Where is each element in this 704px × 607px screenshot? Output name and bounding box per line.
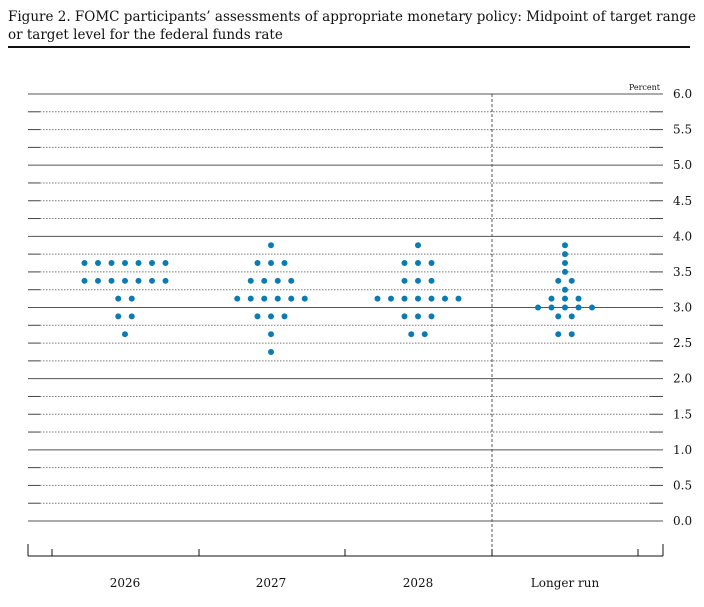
dot-2028 xyxy=(455,295,462,302)
dot-2026 xyxy=(95,260,101,267)
dot-2028 xyxy=(415,277,421,284)
y-tick-label: 1.5 xyxy=(673,407,692,421)
dot-2027 xyxy=(234,295,241,302)
dot-longer-run xyxy=(589,304,595,311)
dot-2026 xyxy=(81,260,88,267)
dot-2027 xyxy=(254,313,261,320)
dot-2027 xyxy=(268,242,274,249)
y-tick-label: 0.5 xyxy=(673,478,692,492)
dot-longer-run xyxy=(555,331,562,338)
dot-longer-run xyxy=(555,277,562,284)
y-tick-label: 5.5 xyxy=(673,123,692,137)
dot-2026 xyxy=(122,331,128,338)
dot-2027 xyxy=(274,277,281,284)
dot-2026 xyxy=(81,277,88,284)
y-tick-label: 5.0 xyxy=(673,158,692,172)
dot-2027 xyxy=(247,295,254,302)
dot-2026 xyxy=(128,313,135,320)
dot-2026 xyxy=(115,313,122,320)
dot-2026 xyxy=(122,277,128,284)
dot-2028 xyxy=(415,295,421,302)
dot-2026 xyxy=(135,260,142,267)
y-tick-label: 2.5 xyxy=(673,336,692,350)
dot-2028 xyxy=(442,295,448,302)
dot-2027 xyxy=(268,348,274,355)
dot-longer-run xyxy=(562,260,568,267)
dot-2027 xyxy=(247,277,254,284)
dot-2026 xyxy=(149,260,155,267)
y-tick-label: 4.0 xyxy=(673,229,692,243)
dot-2026 xyxy=(128,295,135,302)
dot-2028 xyxy=(421,331,428,338)
dot-2027 xyxy=(261,295,268,302)
dot-2026 xyxy=(122,260,128,267)
dot-longer-run xyxy=(562,242,568,249)
dot-2027 xyxy=(281,313,288,320)
dot-longer-run xyxy=(568,277,575,284)
x-tick-label: 2026 xyxy=(110,576,141,590)
dot-longer-run xyxy=(548,304,555,311)
y-tick-label: 4.5 xyxy=(673,194,692,208)
dot-2026 xyxy=(162,277,169,284)
dot-2027 xyxy=(281,260,288,267)
y-tick-label: 6.0 xyxy=(673,87,692,101)
chart-title: Figure 2. FOMC participants’ assessments… xyxy=(8,9,696,43)
dot-2028 xyxy=(428,277,435,284)
dot-longer-run xyxy=(555,313,562,320)
dot-2028 xyxy=(401,313,408,320)
dot-longer-run xyxy=(568,313,575,320)
dot-2026 xyxy=(149,277,155,284)
y-axis-unit: Percent xyxy=(629,83,661,92)
y-tick-label: 0.0 xyxy=(673,514,692,528)
y-tick-label: 1.0 xyxy=(673,443,692,457)
dot-longer-run xyxy=(562,295,568,302)
dot-2027 xyxy=(268,331,274,338)
dot-2028 xyxy=(401,260,408,267)
dot-longer-run xyxy=(562,251,568,258)
dot-2028 xyxy=(428,295,435,302)
dot-2028 xyxy=(415,313,421,320)
dot-2027 xyxy=(268,260,274,267)
dot-2028 xyxy=(415,260,421,267)
dot-2028 xyxy=(408,331,415,338)
dot-longer-run xyxy=(535,304,541,311)
dot-2028 xyxy=(374,295,381,302)
dot-longer-run xyxy=(568,331,575,338)
dot-2027 xyxy=(288,295,295,302)
dot-2027 xyxy=(268,313,274,320)
dot-2027 xyxy=(288,277,295,284)
y-tick-label: 2.0 xyxy=(673,372,692,386)
dot-2028 xyxy=(428,260,435,267)
dot-2026 xyxy=(108,277,115,284)
dot-2026 xyxy=(135,277,142,284)
x-tick-label: 2028 xyxy=(403,576,434,590)
x-tick-label: 2027 xyxy=(256,576,287,590)
dot-2027 xyxy=(301,295,308,302)
dot-2027 xyxy=(261,277,268,284)
dot-2028 xyxy=(401,277,408,284)
dot-2028 xyxy=(388,295,394,302)
dot-longer-run xyxy=(575,304,582,311)
dot-2027 xyxy=(274,295,281,302)
dot-longer-run xyxy=(575,295,582,302)
dot-2026 xyxy=(95,277,101,284)
dot-longer-run xyxy=(562,268,568,275)
y-tick-label: 3.5 xyxy=(673,265,692,279)
x-tick-label: Longer run xyxy=(531,576,600,590)
dot-2028 xyxy=(415,242,421,249)
y-tick-label: 3.0 xyxy=(673,301,692,315)
title-rule xyxy=(8,46,690,48)
dot-2026 xyxy=(162,260,169,267)
dot-longer-run xyxy=(548,295,555,302)
dot-2026 xyxy=(115,295,122,302)
dot-2026 xyxy=(108,260,115,267)
dot-longer-run xyxy=(562,304,568,311)
dot-2028 xyxy=(428,313,435,320)
dot-2028 xyxy=(401,295,408,302)
dot-2027 xyxy=(254,260,261,267)
dot-longer-run xyxy=(562,286,568,293)
